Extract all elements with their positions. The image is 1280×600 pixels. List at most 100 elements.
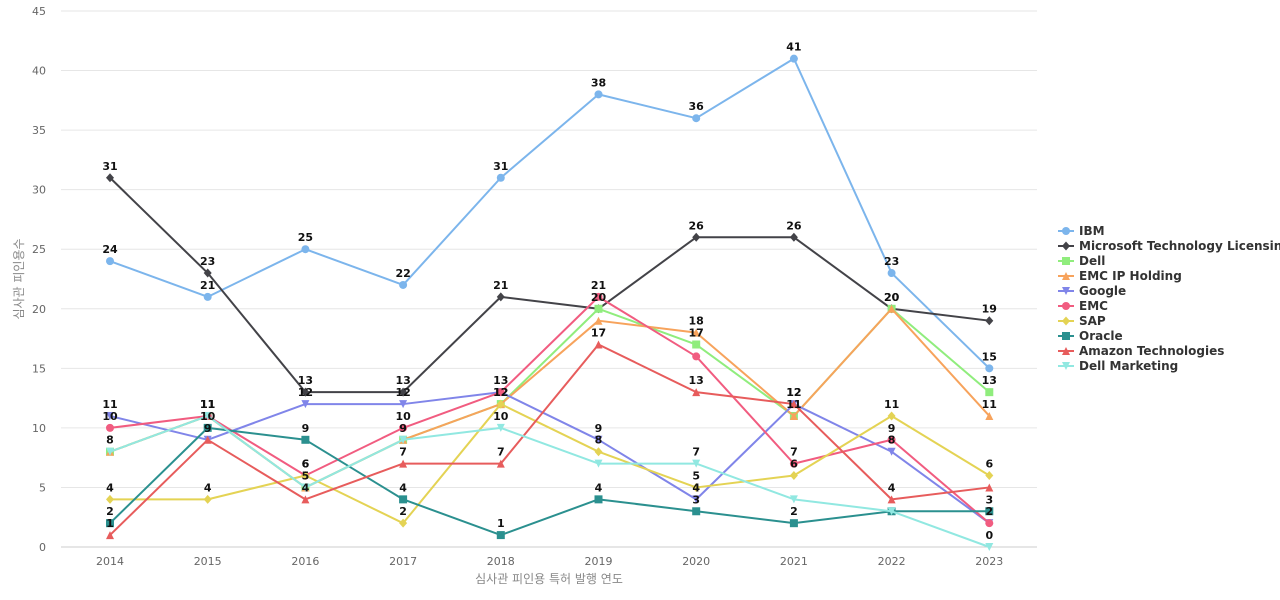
series-line [109,426,990,537]
data-label: 7 [692,446,700,459]
y-tick-label: 10 [32,422,46,435]
y-tick-label: 20 [32,303,46,316]
data-label: 17 [689,327,704,340]
data-label: 41 [786,41,801,54]
series-8 [106,340,994,540]
legend-item[interactable]: Amazon Technologies [1058,344,1224,358]
data-point [106,519,114,528]
legend-item[interactable]: Dell [1058,254,1105,268]
data-point [789,411,798,420]
data-label: 12 [786,386,801,399]
data-label: 1 [106,517,114,530]
data-label: 6 [985,458,993,471]
data-point [399,435,408,444]
legend-marker [1062,227,1070,235]
x-tick-label: 2023 [975,555,1003,568]
data-point [985,471,994,481]
data-point [496,459,505,468]
data-label: 26 [786,219,802,232]
data-point [496,173,505,182]
data-label: 19 [982,303,997,316]
data-point [301,483,310,492]
legend-item[interactable]: Oracle [1058,329,1123,343]
x-tick-label: 2016 [291,555,319,568]
legend-label: Amazon Technologies [1079,344,1224,358]
data-point [203,268,212,278]
data-label: 13 [982,374,997,387]
x-tick-label: 2022 [878,555,906,568]
data-label: 2 [106,505,114,518]
x-tick-label: 2018 [487,555,515,568]
data-label: 10 [200,410,216,423]
legend-item[interactable]: SAP [1058,314,1106,328]
series-7 [106,423,994,540]
data-label: 17 [591,327,606,340]
data-point [789,400,798,409]
data-label: 2 [985,505,993,518]
data-label: 20 [591,291,607,304]
data-label: 2 [790,505,798,518]
data-point [399,518,408,528]
data-label: 5 [302,469,310,482]
x-tick-label: 2014 [96,555,124,568]
data-label: 13 [493,374,508,387]
data-point [399,495,408,504]
series-lines [106,54,994,551]
legend-label: SAP [1079,314,1106,328]
data-label: 11 [200,398,215,411]
data-point [692,352,701,361]
data-point [496,292,505,302]
legend-item[interactable]: Google [1058,284,1126,298]
data-point [203,494,212,504]
legend-label: EMC [1079,299,1108,313]
series-3 [106,304,994,492]
data-label: 9 [204,422,212,435]
data-label: 36 [689,100,705,113]
data-label: 31 [102,160,117,173]
data-point [106,411,114,420]
legend-marker [1062,287,1070,295]
data-label: 11 [200,398,215,411]
data-point [985,411,994,420]
data-point [887,495,896,504]
data-point [594,447,603,457]
data-label: 8 [106,434,114,447]
data-point [106,423,114,432]
y-axis-title: 심사관 피인용수 [12,238,26,319]
series-line [109,343,990,536]
data-label: 18 [689,315,704,328]
data-point [203,423,212,432]
data-point [594,292,603,301]
data-point [985,507,994,516]
data-label: 13 [298,374,313,387]
data-point [985,388,994,397]
legend-item[interactable]: Microsoft Technology Licensing [1058,239,1280,253]
legend-marker [1062,347,1070,355]
legend-label: Dell Marketing [1079,359,1178,373]
legend-item[interactable]: Dell Marketing [1058,359,1178,373]
series-line [109,177,990,394]
data-label: 11 [884,398,899,411]
data-point [692,328,701,337]
data-point [692,388,701,397]
data-label: 7 [399,446,407,459]
data-point [594,435,603,444]
data-point [203,411,212,420]
data-label: 12 [395,386,410,399]
data-label: 12 [493,386,508,399]
legend-item[interactable]: EMC IP Holding [1058,269,1182,283]
data-point [789,519,798,528]
series-line [109,391,990,524]
y-tick-label: 5 [39,481,46,494]
data-point [594,304,603,313]
legend-item[interactable]: EMC [1058,299,1108,313]
data-point [692,459,701,468]
data-point [106,531,114,540]
legend-item[interactable]: IBM [1058,224,1105,238]
y-tick-label: 25 [32,243,46,256]
data-point [789,495,798,504]
x-axis-title: 심사관 피인용 특허 발행 연도 [475,571,623,586]
data-point [887,411,896,421]
series-line [109,295,990,524]
x-axis-ticks: 2014 2015 2016 2017 2018 2019 2020 2021 2022 2023 [96,555,1003,568]
